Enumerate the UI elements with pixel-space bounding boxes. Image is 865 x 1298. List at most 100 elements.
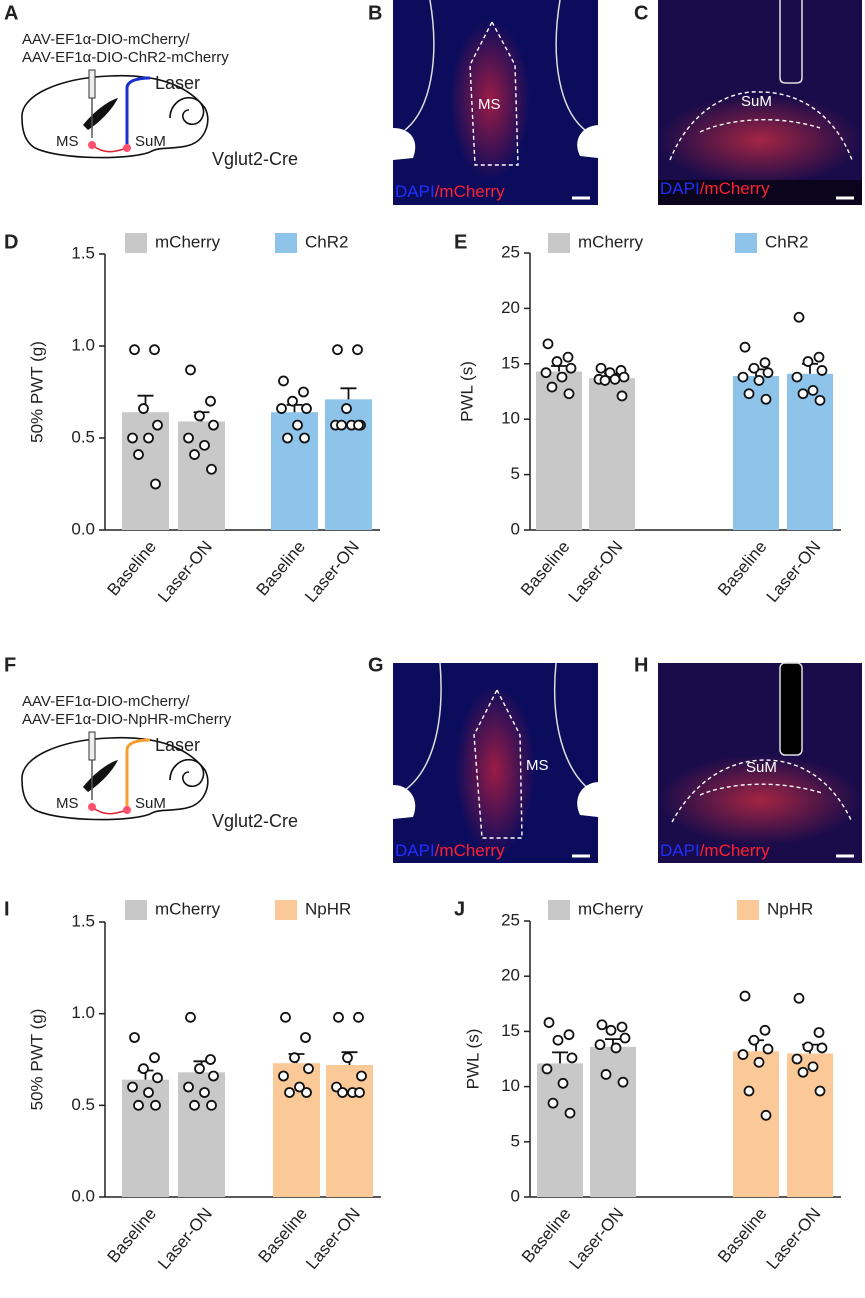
data-point bbox=[150, 478, 161, 490]
data-point bbox=[301, 1087, 312, 1098]
mouse-label: Vglut2-Cre bbox=[212, 811, 298, 831]
data-point bbox=[748, 1034, 760, 1046]
error-bar bbox=[551, 365, 567, 372]
x-tick-label: Laser-ON bbox=[301, 537, 363, 606]
data-point bbox=[206, 463, 217, 475]
y-axis-label: PWL (s) bbox=[463, 1029, 482, 1090]
data-point bbox=[762, 1043, 774, 1055]
stain: /mCherry bbox=[435, 182, 505, 201]
x-tick-label: Laser-ON bbox=[302, 1204, 364, 1273]
bar bbox=[733, 1051, 779, 1197]
data-point bbox=[762, 367, 774, 379]
y-tick-label: 0.0 bbox=[71, 519, 95, 538]
y-tick-label: 20 bbox=[501, 298, 520, 317]
fiber bbox=[125, 738, 151, 810]
vector-label: AAV-EF1α-DIO-mCherry/ bbox=[22, 693, 190, 710]
y-tick-label: 20 bbox=[501, 966, 520, 985]
data-point bbox=[183, 432, 194, 444]
data-point bbox=[797, 1066, 809, 1078]
y-tick-label: 5 bbox=[511, 464, 520, 483]
region-label: MS bbox=[478, 96, 501, 113]
y-axis-label: 50% PWT (g) bbox=[27, 341, 46, 443]
micrograph: SuM DAPI/mCherry bbox=[658, 0, 862, 205]
stain-label: DAPI/mCherry bbox=[660, 841, 770, 860]
data-point bbox=[205, 1054, 216, 1065]
micrograph: MS DAPI/mCherry bbox=[393, 662, 598, 863]
panel-letter: J bbox=[454, 898, 465, 920]
stain: /mCherry bbox=[435, 841, 505, 860]
data-point bbox=[352, 344, 363, 356]
bar bbox=[787, 1053, 833, 1197]
data-point bbox=[807, 1061, 819, 1073]
data-point bbox=[298, 386, 309, 398]
legend-label: NpHR bbox=[305, 899, 351, 918]
data-point bbox=[208, 1070, 219, 1082]
data-point bbox=[759, 1024, 771, 1036]
data-point bbox=[737, 371, 749, 383]
data-point bbox=[294, 1081, 305, 1093]
cerebellum bbox=[169, 758, 205, 788]
data-point bbox=[793, 992, 805, 1004]
data-point bbox=[739, 341, 751, 353]
data-point bbox=[133, 1099, 144, 1111]
y-tick-label: 0.5 bbox=[71, 1095, 95, 1114]
data-point bbox=[299, 432, 310, 444]
data-point bbox=[341, 403, 352, 414]
data-point bbox=[284, 1087, 295, 1098]
data-point bbox=[562, 351, 574, 363]
stain-label: DAPI/mCherry bbox=[660, 179, 770, 198]
y-tick-label: 15 bbox=[501, 1021, 520, 1040]
y-tick-label: 10 bbox=[501, 1076, 520, 1095]
bar bbox=[787, 373, 833, 530]
y-tick-label: 10 bbox=[501, 409, 520, 428]
laser-label: Laser bbox=[155, 73, 200, 93]
injection-site bbox=[88, 141, 96, 149]
vector-label: AAV-EF1α-DIO-NpHR-mCherry bbox=[22, 711, 232, 728]
data-point bbox=[206, 1099, 217, 1111]
x-tick-label: Laser-ON bbox=[566, 1204, 628, 1273]
data-point bbox=[127, 432, 138, 444]
y-tick-label: 25 bbox=[501, 242, 520, 261]
data-point bbox=[208, 419, 219, 431]
data-point bbox=[292, 419, 303, 431]
data-point bbox=[813, 1027, 825, 1038]
data-point bbox=[129, 1032, 140, 1043]
data-point bbox=[133, 449, 144, 460]
data-point bbox=[564, 1107, 576, 1119]
data-point bbox=[276, 403, 287, 414]
data-point bbox=[596, 1019, 608, 1031]
data-point bbox=[152, 1072, 163, 1084]
data-point bbox=[332, 344, 343, 356]
legend-swatch bbox=[737, 900, 759, 920]
vector-label: AAV-EF1α-DIO-mCherry/ bbox=[22, 31, 190, 48]
data-point bbox=[278, 1070, 289, 1082]
data-point bbox=[566, 1052, 578, 1064]
projection bbox=[91, 144, 128, 153]
data-point bbox=[356, 1070, 367, 1082]
data-point bbox=[189, 1099, 200, 1111]
x-tick-label: Laser-ON bbox=[154, 1204, 216, 1273]
data-point bbox=[543, 1017, 555, 1028]
data-point bbox=[563, 1029, 575, 1041]
stain: /mCherry bbox=[700, 179, 770, 198]
data-point bbox=[546, 381, 558, 393]
data-point bbox=[342, 1052, 353, 1064]
data-point bbox=[557, 1077, 569, 1089]
data-point bbox=[199, 439, 210, 451]
y-tick-label: 1.0 bbox=[71, 335, 95, 354]
region-label: MS bbox=[56, 133, 79, 150]
data-point bbox=[183, 1081, 194, 1093]
data-point bbox=[748, 362, 760, 374]
data-point bbox=[605, 1024, 617, 1036]
data-point bbox=[739, 990, 751, 1002]
panel-letter: I bbox=[4, 898, 10, 920]
injection-site bbox=[88, 803, 96, 811]
data-point bbox=[760, 393, 772, 405]
bar bbox=[589, 378, 635, 530]
ventricle bbox=[83, 98, 118, 130]
data-point bbox=[565, 362, 577, 374]
brain bbox=[21, 736, 209, 821]
data-point bbox=[353, 419, 364, 431]
y-axis-label: PWL (s) bbox=[457, 361, 476, 422]
syringe bbox=[88, 69, 96, 99]
